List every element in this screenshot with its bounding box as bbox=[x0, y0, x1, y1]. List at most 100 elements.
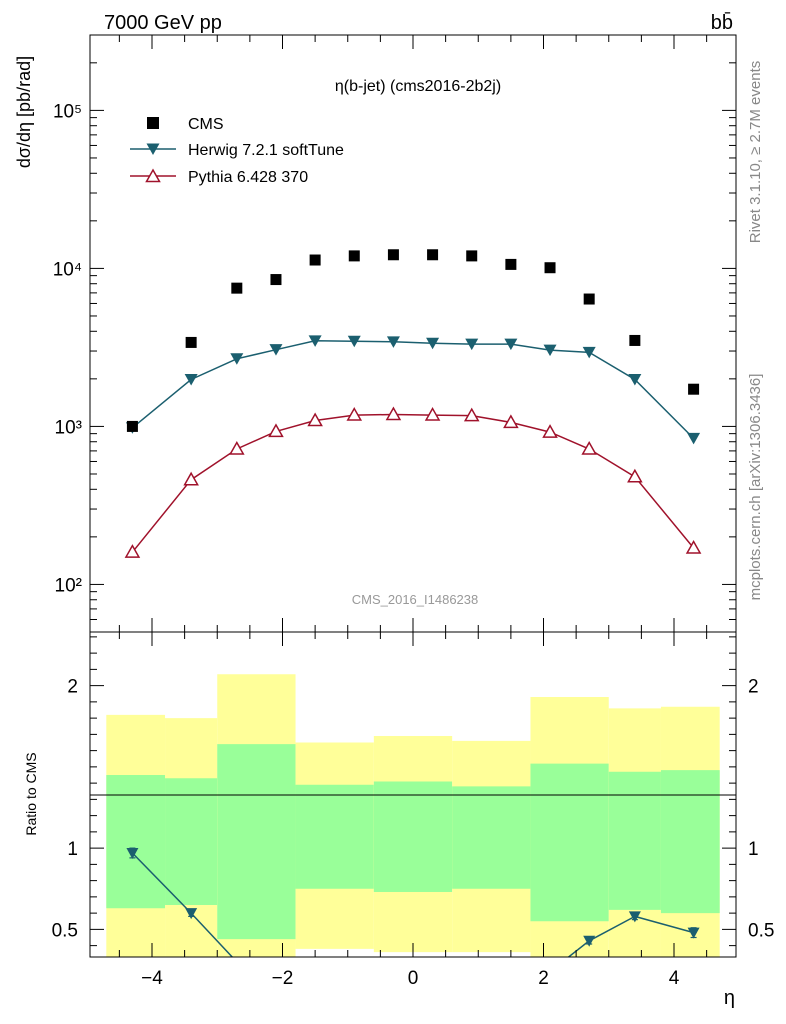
cms-point bbox=[270, 274, 282, 286]
ratio-series-line bbox=[131, 852, 694, 957]
main-series-lines bbox=[131, 340, 695, 553]
ratio-y-tick-label: 2 bbox=[67, 677, 78, 698]
pythia-point bbox=[124, 544, 141, 558]
pythia-point bbox=[424, 407, 441, 421]
x-tick-label: 4 bbox=[669, 968, 680, 989]
herwig-point bbox=[582, 346, 596, 359]
cms-point bbox=[126, 420, 138, 432]
ratio-uncertainty-bands bbox=[106, 674, 720, 957]
cms-point bbox=[583, 293, 595, 305]
cms-point bbox=[505, 258, 517, 270]
x-axis-label: η bbox=[724, 987, 735, 1009]
ratio-inner-band bbox=[106, 775, 166, 909]
ratio-panel: 0.5 0.5 1 1 2 2 −4 −2 0 2 4 Ratio to CMS η bbox=[23, 631, 775, 1009]
herwig-ratio-point bbox=[687, 927, 700, 939]
herwig-line bbox=[131, 340, 695, 439]
main-y-axis-label: dσ/dη [pb/rad] bbox=[14, 56, 34, 168]
ratio-y-tick-label-right: 1 bbox=[748, 839, 759, 860]
herwig-point bbox=[543, 344, 557, 357]
pythia-point bbox=[346, 407, 363, 421]
herwig-ratio-point bbox=[628, 911, 641, 923]
main-panel: 10² 10³ 10⁴ 10⁵ η(b-jet) (cms2016-2b2j) CMS… bbox=[14, 34, 737, 633]
ratio-y-axis-label: Ratio to CMS bbox=[23, 752, 39, 835]
pythia-point bbox=[385, 406, 402, 421]
pythia-point bbox=[503, 414, 519, 429]
herwig-ratio-point bbox=[583, 935, 596, 947]
herwig-ratio-point bbox=[230, 956, 243, 957]
main-y-tick-label: 10⁴ bbox=[53, 259, 82, 280]
ratio-y-tick-label: 0.5 bbox=[52, 920, 78, 941]
herwig-point bbox=[628, 374, 642, 386]
ratio-y-tick-label-right: 0.5 bbox=[748, 920, 774, 941]
ratio-inner-band bbox=[452, 786, 531, 889]
cms-point bbox=[185, 336, 197, 348]
pythia-point bbox=[581, 440, 597, 455]
main-y-tick-label: 10² bbox=[55, 575, 82, 596]
cms-point bbox=[466, 250, 478, 262]
herwig-ratio-point bbox=[505, 975, 517, 986]
herwig-point bbox=[426, 337, 440, 350]
main-y-tick-label: 10³ bbox=[55, 417, 82, 438]
herwig-ratio-point bbox=[348, 978, 360, 989]
energy-label: 7000 GeV pp bbox=[104, 12, 222, 34]
herwig-point bbox=[386, 336, 400, 348]
ratio-y-tick-label: 1 bbox=[67, 839, 78, 860]
cms-point bbox=[348, 250, 360, 262]
process-label: bb̄ bbox=[711, 11, 733, 34]
watermark: CMS_2016_I1486238 bbox=[352, 592, 479, 607]
ratio-ticks bbox=[90, 632, 736, 957]
legend: CMS Herwig 7.2.1 softTune Pythia 6.428 3… bbox=[130, 116, 344, 186]
x-tick-label: −2 bbox=[272, 968, 294, 989]
x-tick-labels: −4 −2 0 2 4 bbox=[141, 968, 680, 989]
herwig-ratio-point bbox=[185, 908, 198, 920]
x-tick-label: −4 bbox=[141, 968, 163, 989]
ratio-data-points bbox=[126, 847, 700, 991]
main-y-tick-label: 10⁵ bbox=[53, 101, 82, 122]
main-frame bbox=[89, 34, 737, 633]
herwig-ratio-point bbox=[466, 978, 478, 989]
herwig-point bbox=[230, 353, 244, 365]
herwig-ratio-line bbox=[131, 852, 694, 957]
pythia-point bbox=[229, 440, 245, 455]
ratio-y-tick-label-right: 2 bbox=[748, 677, 759, 698]
cms-point bbox=[231, 282, 243, 294]
legend-marker-herwig bbox=[146, 143, 160, 155]
main-data-points bbox=[124, 249, 702, 558]
herwig-ratio-point bbox=[387, 980, 399, 991]
herwig-point bbox=[347, 335, 361, 348]
herwig-point bbox=[504, 338, 518, 351]
pythia-point bbox=[463, 407, 480, 422]
pythia-point bbox=[627, 468, 643, 483]
x-tick-label: 0 bbox=[408, 968, 419, 989]
herwig-point bbox=[184, 374, 198, 386]
pythia-line bbox=[131, 413, 695, 553]
main-y-tick-labels: 10² 10³ 10⁴ 10⁵ bbox=[53, 101, 82, 596]
herwig-ratio-point bbox=[126, 848, 139, 859]
cms-point bbox=[309, 254, 321, 266]
pythia-point bbox=[542, 424, 558, 438]
pythia-point bbox=[307, 412, 323, 427]
herwig-ratio-point bbox=[427, 980, 439, 991]
ratio-inner-band bbox=[165, 778, 218, 905]
pythia-point bbox=[685, 539, 702, 554]
ratio-inner-band bbox=[217, 744, 296, 940]
cms-point bbox=[688, 383, 700, 395]
pythia-point bbox=[268, 423, 284, 438]
pythia-point bbox=[183, 471, 199, 486]
cms-point bbox=[387, 249, 399, 261]
herwig-point bbox=[308, 335, 322, 347]
herwig-ratio-point bbox=[309, 976, 321, 987]
legend-label-cms: CMS bbox=[188, 116, 224, 133]
ratio-inner-band bbox=[373, 781, 453, 892]
herwig-point bbox=[269, 344, 283, 356]
herwig-point bbox=[465, 338, 479, 351]
main-ticks bbox=[90, 34, 736, 633]
cms-point bbox=[629, 334, 641, 346]
legend-marker-cms bbox=[147, 117, 159, 129]
ratio-inner-band bbox=[530, 763, 609, 922]
source-label: mcplots.cern.ch [arXiv:1306.3436] bbox=[747, 374, 764, 601]
legend-label-pythia: Pythia 6.428 370 bbox=[188, 169, 308, 186]
rivet-label: Rivet 3.1.10, ≥ 2.7M events bbox=[747, 61, 764, 244]
ratio-inner-band bbox=[608, 771, 661, 910]
ratio-y-tick-labels: 0.5 0.5 1 1 2 2 bbox=[52, 677, 775, 942]
